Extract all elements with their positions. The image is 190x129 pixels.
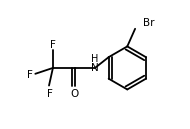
Text: H: H bbox=[91, 54, 99, 64]
Text: O: O bbox=[70, 89, 79, 99]
Text: F: F bbox=[47, 89, 53, 99]
Text: N: N bbox=[91, 63, 99, 73]
Text: Br: Br bbox=[143, 18, 154, 28]
Text: F: F bbox=[27, 70, 32, 80]
Text: F: F bbox=[50, 40, 56, 50]
